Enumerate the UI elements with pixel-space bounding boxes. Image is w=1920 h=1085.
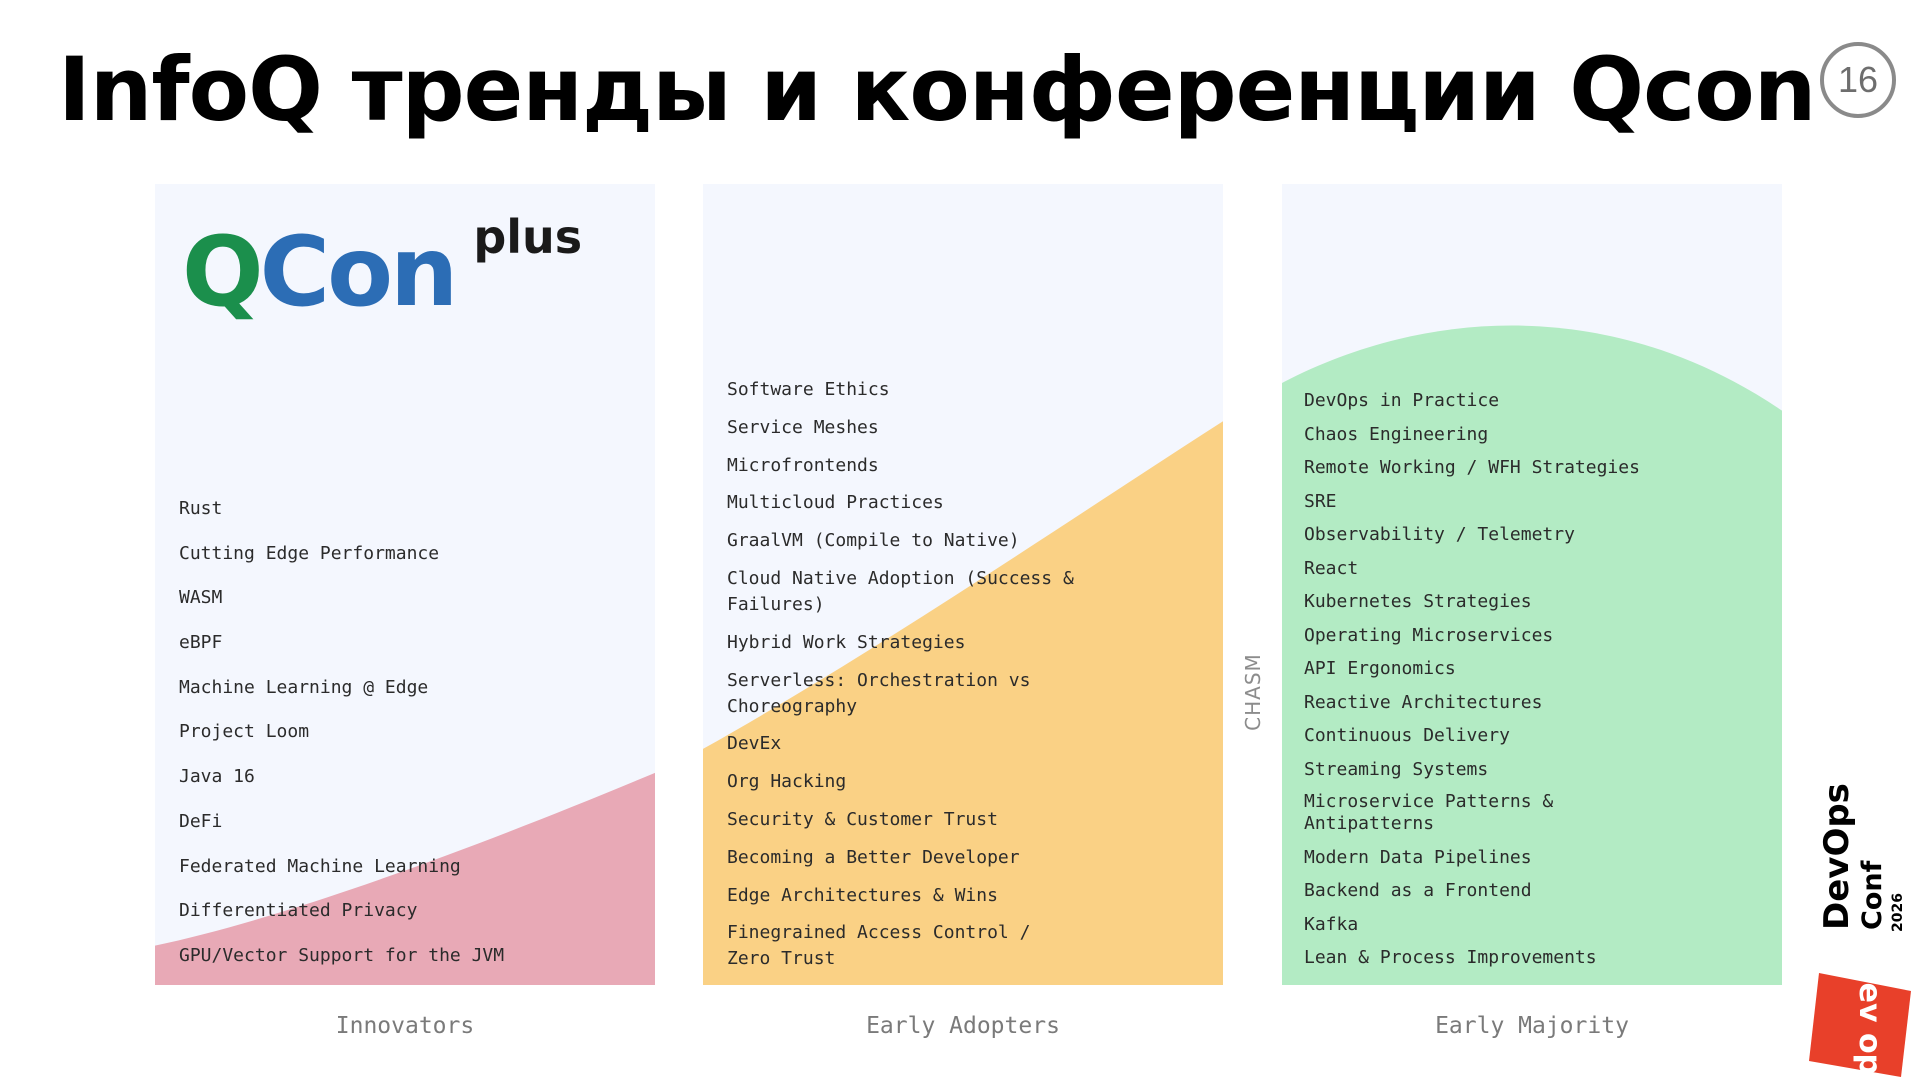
topic-item: Finegrained Access Control / Zero Trust (727, 922, 1031, 970)
topic-item: Observability / Telemetry (1304, 524, 1575, 545)
topic-item: GPU/Vector Support for the JVM (179, 944, 505, 966)
devops-badge-graphic: dev ops (1809, 965, 1911, 1085)
early-majority-topic-list: DevOps in Practice Chaos Engineering Rem… (1304, 389, 1774, 980)
topic-item: Edge Architectures & Wins (727, 884, 998, 906)
topic-item: Differentiated Privacy (179, 900, 418, 922)
qcon-plus-logo: QCon plus (182, 210, 582, 328)
topic-item: eBPF (179, 632, 223, 654)
topic-item: Backend as a Frontend (1304, 880, 1532, 901)
devops-badge-text: dev ops (1852, 965, 1887, 1085)
devops-conf-logo: DevOps Conf 2026 dev ops (1805, 760, 1920, 1085)
early-adopters-panel: Software Ethics Service Meshes Microfron… (703, 184, 1223, 985)
chasm-label: CHASM (1241, 653, 1265, 731)
innovators-topic-list: Rust Cutting Edge Performance WASM eBPF … (179, 496, 649, 985)
innovators-curve-fill (155, 772, 655, 985)
topic-item: DevEx (727, 733, 782, 755)
topic-item: Serverless: Orchestration vs Choreograph… (727, 669, 1031, 717)
topic-item: Reactive Architectures (1304, 691, 1543, 713)
early-adopters-curve-fill (703, 421, 1223, 985)
topic-item: Project Loom (179, 721, 310, 743)
devops-conf-word-conf: Conf (1857, 860, 1888, 930)
qcon-logo-q: Q (182, 216, 264, 328)
topic-item: Multicloud Practices (727, 492, 944, 514)
topic-item: React (1304, 557, 1359, 579)
devops-conf-word-devops: DevOps (1817, 783, 1857, 930)
devops-conf-year: 2026 (1890, 893, 1906, 932)
topic-item: Federated Machine Learning (179, 855, 461, 877)
topic-item: Modern Data Pipelines (1304, 846, 1532, 868)
topic-item: Lean & Process Improvements (1304, 947, 1597, 968)
topic-item: GraalVM (Compile to Native) (727, 530, 1020, 552)
topic-item: Microfrontends (727, 454, 879, 476)
topic-item: DeFi (179, 810, 223, 832)
topic-item: Cloud Native Adoption (Success & Failure… (727, 567, 1074, 615)
stage-label-innovators: Innovators (335, 1013, 475, 1039)
early-majority-curve-fill (1282, 325, 1782, 985)
topic-item: Becoming a Better Developer (727, 846, 1020, 868)
topic-item: Kafka (1304, 913, 1359, 935)
topic-item: API Ergonomics (1304, 658, 1456, 679)
qcon-logo-plus: plus (473, 210, 583, 264)
topic-item: Software Ethics (727, 379, 890, 400)
topic-item: Operating Microservices (1304, 624, 1554, 646)
topic-item: Org Hacking (727, 771, 847, 793)
topic-item: Microservice Patterns & Antipatterns (1304, 791, 1554, 834)
topic-item: Streaming Systems (1304, 758, 1489, 780)
topic-item: SRE (1304, 490, 1337, 512)
topic-item: Hybrid Work Strategies (727, 631, 966, 653)
qcon-logo-con: Con (259, 216, 459, 328)
topic-item: Continuous Delivery (1304, 725, 1510, 746)
page-number: 16 (1837, 59, 1879, 100)
stage-label-early-adopters: Early Adopters (866, 1013, 1060, 1039)
topic-item: Java 16 (179, 766, 255, 788)
topic-item: Cutting Edge Performance (179, 542, 440, 564)
topic-item: WASM (179, 587, 223, 609)
innovators-panel: QCon plus Rust Cutting Edge Performance W… (155, 184, 655, 985)
topic-item: Security & Customer Trust (727, 808, 998, 830)
early-adopters-topic-list: Software Ethics Service Meshes Microfron… (727, 377, 1197, 984)
topic-item: Machine Learning @ Edge (179, 676, 429, 698)
early-majority-panel: DevOps in Practice Chaos Engineering Rem… (1282, 184, 1782, 985)
topic-item: Remote Working / WFH Strategies (1304, 457, 1640, 478)
page-number-badge: 16 (1820, 42, 1896, 118)
topic-item: Rust (179, 498, 223, 519)
slide-title: InfoQ тренды и конференции Qcon (58, 38, 1816, 141)
topic-item: Kubernetes Strategies (1304, 591, 1532, 612)
topic-item: Chaos Engineering (1304, 423, 1489, 445)
stage-label-early-majority: Early Majority (1435, 1013, 1629, 1039)
topic-item: Service Meshes (727, 416, 879, 438)
topic-item: DevOps in Practice (1304, 390, 1500, 411)
